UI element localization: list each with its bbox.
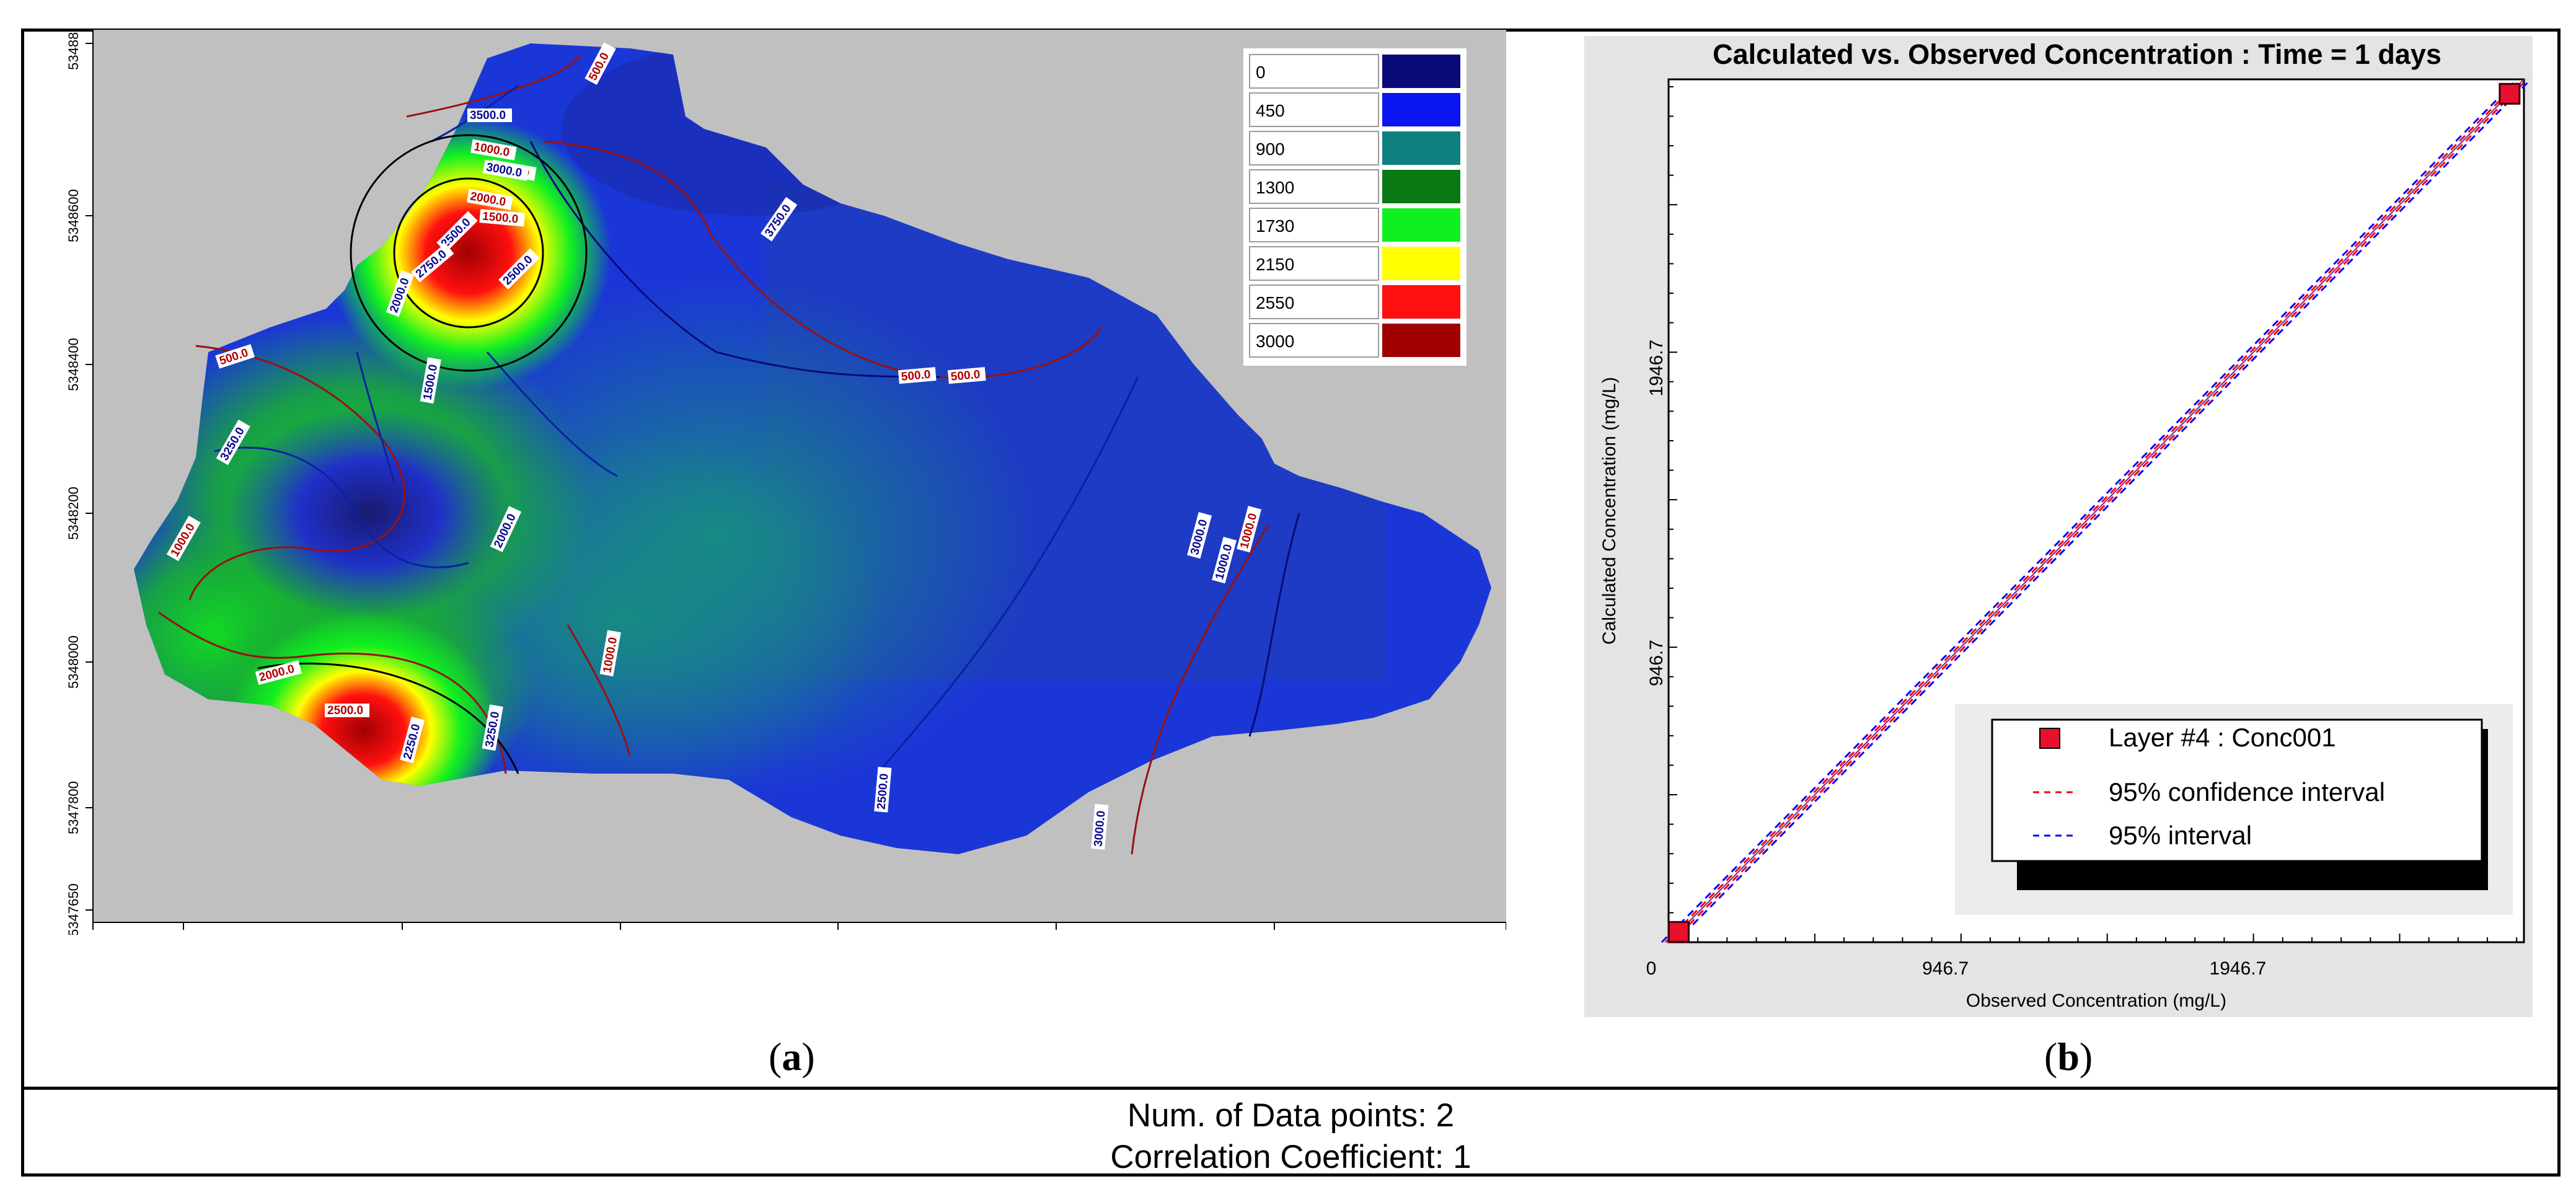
x-tick-label: 0 [1646, 958, 1657, 979]
identity-line [1668, 79, 2525, 943]
chart-legend: Layer #4 : Conc001 95% confidence interv… [1955, 704, 2513, 915]
legend-value-box [1249, 54, 1379, 89]
x-tick-label: 946.7 [1922, 958, 1969, 979]
legend-value-box [1249, 169, 1379, 204]
y-tick-label: 5348400 [66, 338, 81, 391]
legend-color-swatch [1382, 285, 1460, 319]
legend-value: 2150 [1256, 255, 1294, 274]
statistics-footer: Num. of Data points: 2 Correlation Coeff… [21, 1090, 2561, 1178]
data-points-count: Num. of Data points: 2 [1127, 1097, 1455, 1134]
y-tick-label: 5348000 [66, 635, 81, 689]
y-tick-label: 5348850 [66, 30, 81, 70]
correlation-coefficient: Correlation Coefficient: 1 [1110, 1139, 1471, 1175]
legend-value: 3000 [1256, 332, 1294, 351]
hotspot-rings [257, 134, 588, 774]
legend-value: 0 [1256, 63, 1266, 82]
y-tick-label: 1946.7 [1646, 340, 1667, 397]
caption-b: (b) [2044, 1035, 2093, 1079]
contour-label: 2500.0 [327, 704, 363, 717]
legend-value: 450 [1256, 101, 1285, 120]
legend-color-swatch [1382, 324, 1460, 357]
contour-lines [158, 54, 1300, 855]
interval-line [1674, 78, 2532, 943]
legend-value: 2550 [1256, 293, 1294, 312]
footer-divider [21, 1087, 2561, 1090]
contour-label: 500.0 [950, 368, 981, 384]
contour-label: 2500.0 [875, 773, 891, 810]
legend-value-box [1249, 323, 1379, 358]
legend-value-box [1249, 246, 1379, 281]
x-axis-label: Observed Concentration (mg/L) [1966, 991, 2226, 1011]
contour-label: 1500.0 [482, 210, 519, 226]
legend-color-swatch [1382, 93, 1460, 126]
y-tick-label: 5348200 [66, 487, 81, 540]
contour-label: 3000.0 [1092, 810, 1108, 847]
color-legend: 0 450 900 1300 1730 2150 2550 3000 [1243, 48, 1467, 366]
legend-value: 900 [1256, 139, 1285, 159]
interval-lines [1661, 78, 2532, 943]
contour-map-panel: 500.0 1000.0 1000.0 1500.0 2000.0 2000.0… [66, 30, 1506, 935]
data-point [1668, 921, 1690, 943]
scatter-chart-panel: Calculated vs. Observed Concentration : … [1584, 36, 2533, 1017]
chart-axes: 0 946.7 1946.7 946.7 1946.7 [1646, 86, 2518, 979]
legend-value-box [1249, 92, 1379, 127]
legend-label: 95% interval [2109, 821, 2252, 850]
data-point [2499, 82, 2521, 105]
legend-label: 95% confidence interval [2109, 777, 2385, 806]
interval-line [1661, 78, 2518, 943]
legend-value-box [1249, 131, 1379, 166]
legend-color-swatch [1382, 170, 1460, 203]
legend-color-swatch [1382, 55, 1460, 88]
legend-color-swatch [1382, 131, 1460, 165]
legend-marker-square [2039, 728, 2060, 749]
y-tick-label: 5347800 [66, 781, 81, 834]
contour-label: 500.0 [901, 368, 931, 384]
legend-value: 1730 [1256, 216, 1294, 236]
legend-value-box [1249, 285, 1379, 319]
legend-label: Layer #4 : Conc001 [2109, 723, 2336, 752]
x-tick-label: 1946.7 [2210, 958, 2267, 979]
legend-value: 1300 [1256, 178, 1294, 197]
contour-labels-blue: 3500.0 3000.0 2500.0 2750.0 2000.0 1500.… [216, 108, 1237, 850]
legend-color-swatch [1382, 208, 1460, 242]
map-axes: 3418503420003423003426003429003432003435… [66, 30, 1506, 935]
confidence-interval-line [1670, 78, 2528, 943]
caption-a: (a) [769, 1035, 815, 1079]
contour-label: 3500.0 [470, 109, 506, 122]
y-axis-label: Calculated Concentration (mg/L) [1599, 377, 1620, 645]
confidence-interval-line [1664, 78, 2522, 943]
legend-color-swatch [1382, 247, 1460, 280]
y-tick-label: 5348600 [66, 189, 81, 242]
legend-value-box [1249, 208, 1379, 242]
data-points [1668, 82, 2521, 943]
y-tick-label: 946.7 [1646, 640, 1667, 686]
y-tick-label: 5347650 [66, 883, 81, 935]
chart-title: Calculated vs. Observed Concentration : … [1713, 38, 2441, 70]
